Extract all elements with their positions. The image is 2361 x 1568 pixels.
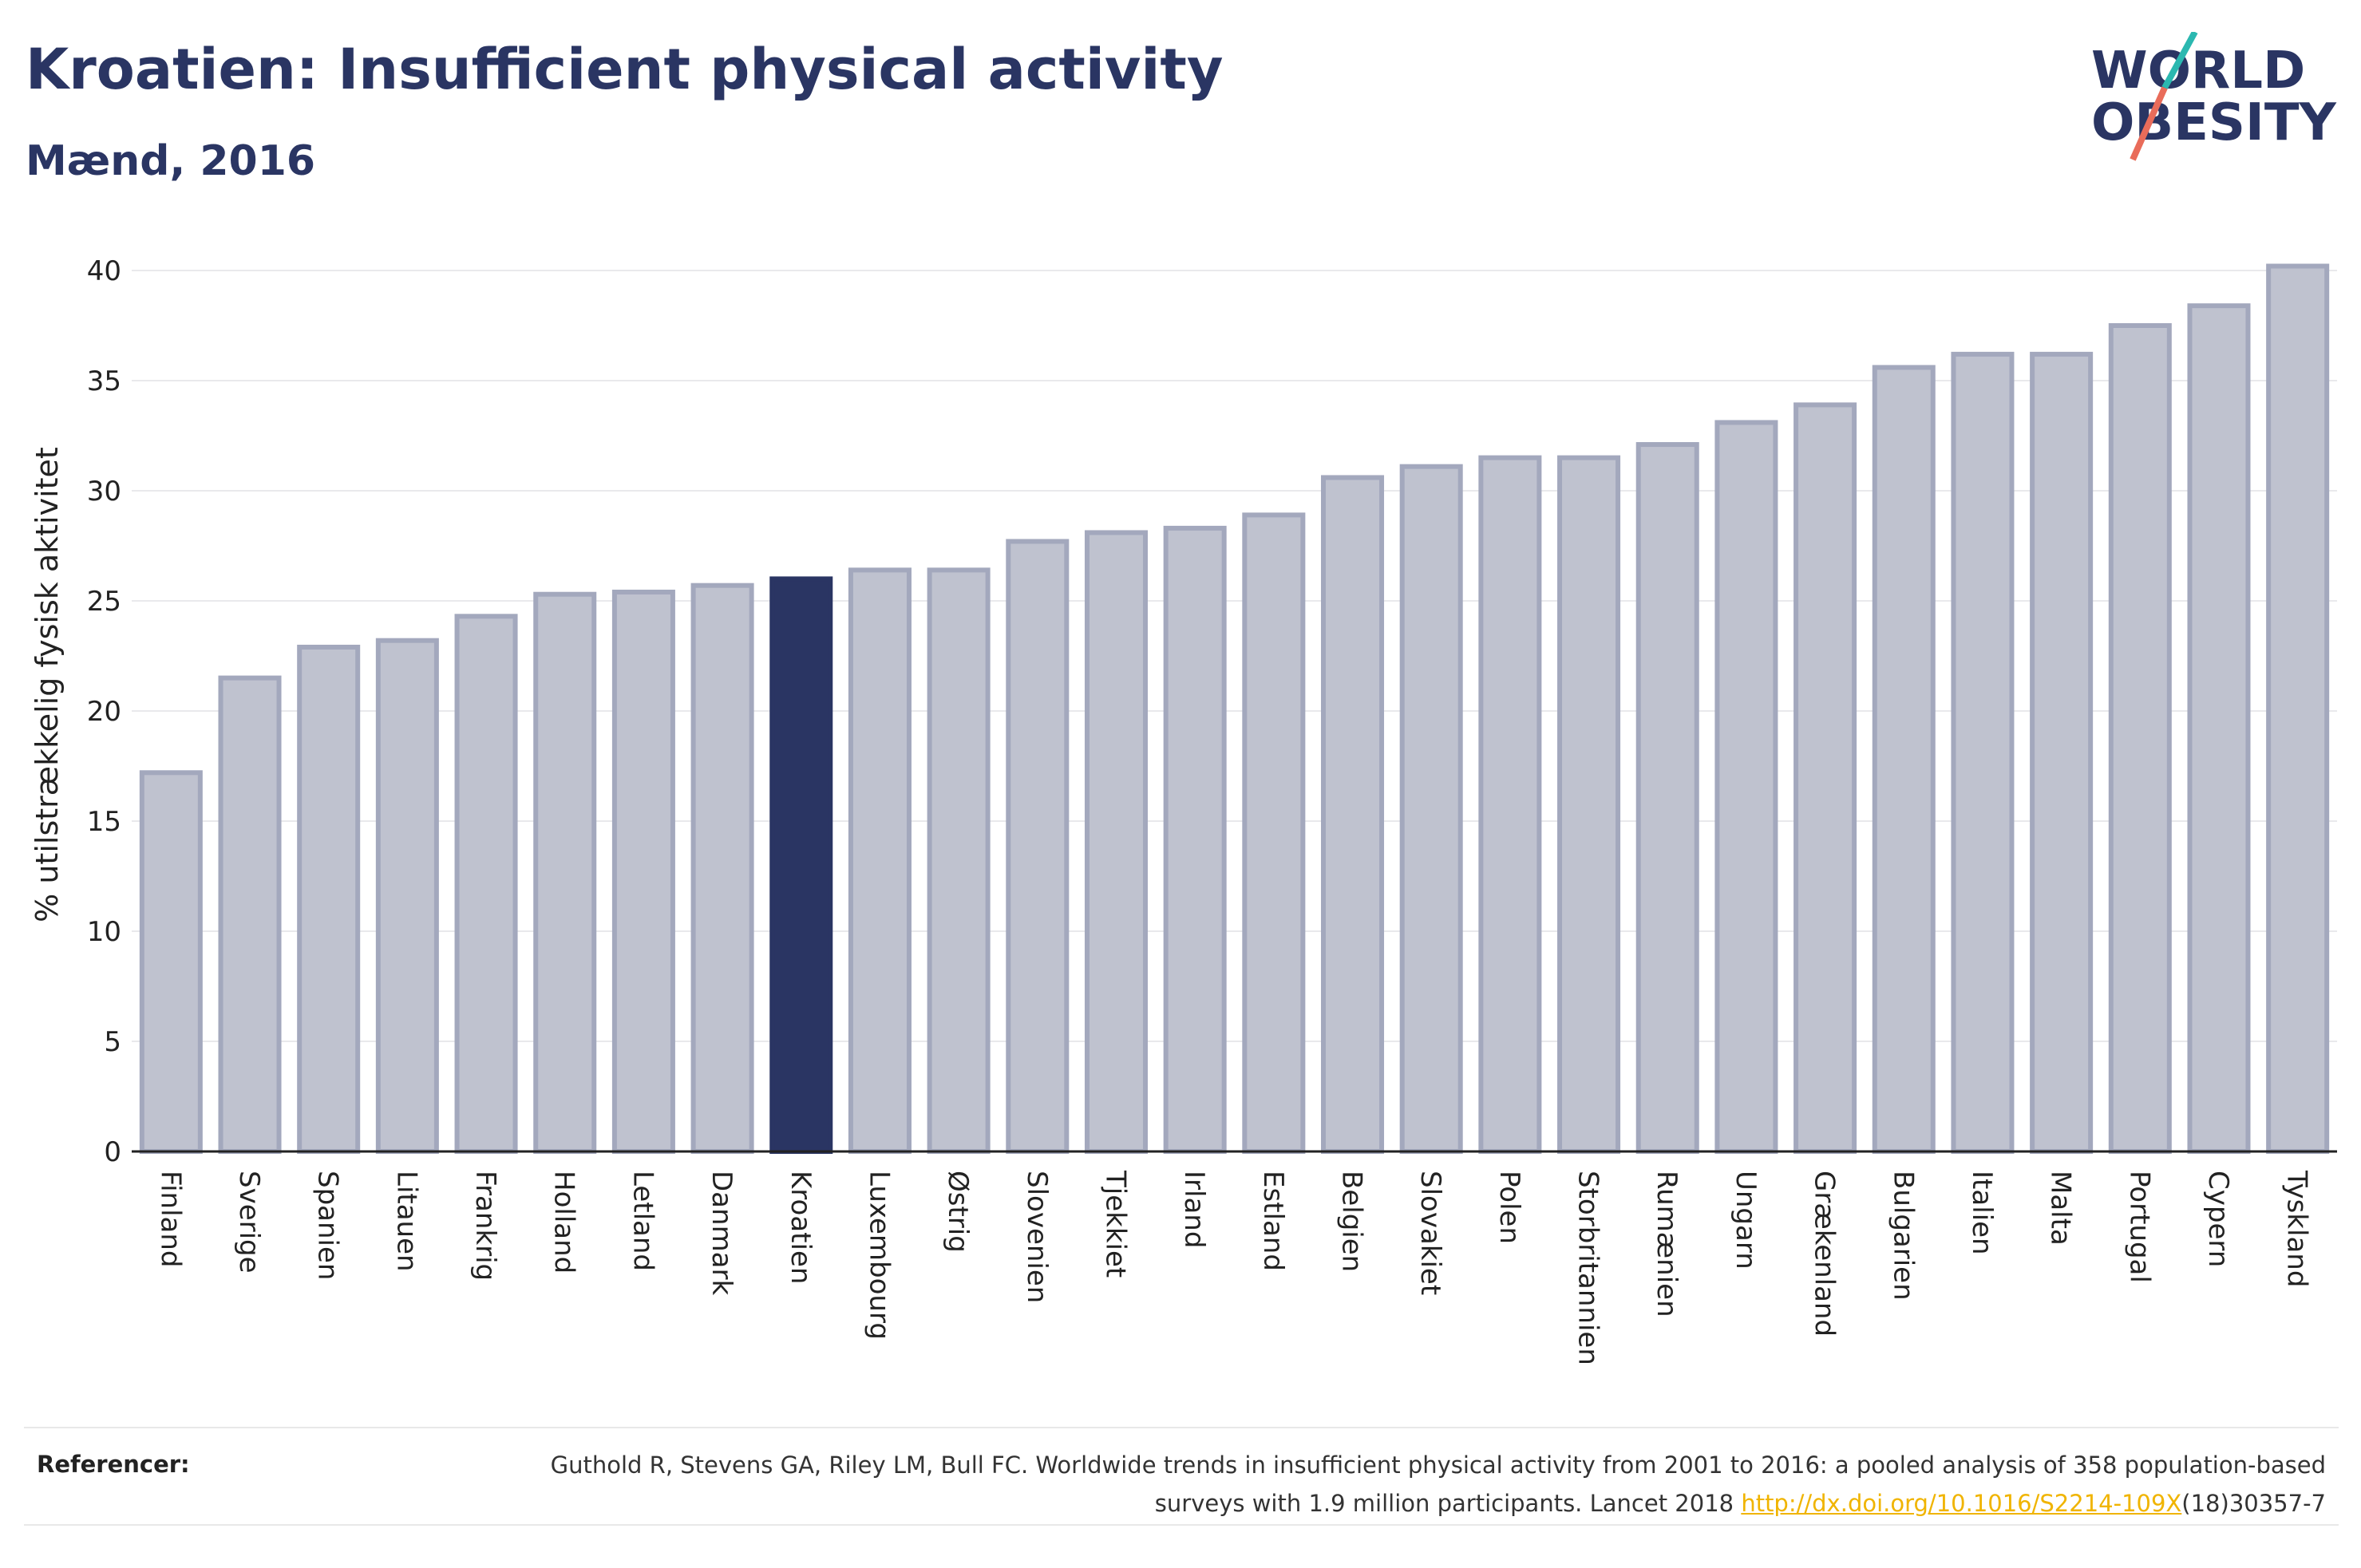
x-tick-label: Storbritannien [1572, 1171, 1604, 1365]
x-tick-label: Grækenland [1809, 1171, 1841, 1337]
y-tick-label: 35 [87, 365, 121, 397]
x-tick-label: Estland [1257, 1171, 1289, 1271]
bar-letland [611, 589, 675, 1154]
bar-danmark [690, 583, 754, 1154]
bar-belgien [1321, 475, 1385, 1154]
x-tick-label: Bulgarien [1887, 1171, 1919, 1301]
x-tick-label: Frankrig [469, 1171, 501, 1281]
y-tick-label: 10 [87, 916, 121, 948]
bar-grækenland [1793, 402, 1857, 1154]
x-tick-label: Luxembourg [863, 1171, 895, 1340]
x-tick-label: Cypern [2202, 1171, 2234, 1267]
x-tick-labels: Finland Sverige Spanien Litauen Frankrig Holl… [154, 1170, 2312, 1365]
x-tick-label: Polen [1493, 1171, 1525, 1244]
x-tick-label: Italien [1966, 1171, 1998, 1255]
x-tick-label: Irland [1178, 1171, 1210, 1248]
bar-malta [2030, 351, 2094, 1154]
references-text: Guthold R, Stevens GA, Riley LM, Bull FC… [490, 1446, 2326, 1523]
bar-storbritannien [1557, 455, 1621, 1154]
bar-sverige [218, 675, 282, 1154]
y-tick-label: 40 [87, 255, 121, 287]
bar-kroatien [769, 576, 833, 1154]
bar-portugal [2108, 323, 2172, 1154]
y-tick-label: 20 [87, 696, 121, 728]
bar-holland [533, 591, 597, 1154]
x-tick-label: Østrig [942, 1171, 974, 1253]
x-tick-label: Rumænien [1651, 1171, 1683, 1317]
logo-line1: WORLD [2091, 41, 2305, 101]
references-label: Referencer: [37, 1451, 190, 1478]
reference-citation-suffix: (18)30357-7 [2181, 1490, 2326, 1517]
x-tick-label: Portugal [2123, 1171, 2155, 1283]
bar-cypern [2187, 303, 2251, 1154]
x-tick-label: Slovakiet [1414, 1171, 1446, 1295]
x-tick-label: Holland [548, 1171, 580, 1274]
x-tick-label: Kroatien [785, 1171, 817, 1284]
y-tick-label: 0 [104, 1136, 121, 1168]
y-tick-label: 25 [87, 586, 121, 618]
reference-doi-link[interactable]: http://dx.doi.org/10.1016/S2214-109X [1741, 1490, 2182, 1517]
bar-slovakiet [1399, 464, 1463, 1154]
x-tick-label: Malta [2045, 1171, 2077, 1246]
world-obesity-logo: WORLD OBESITY [2091, 32, 2336, 161]
x-tick-label: Slovenien [1021, 1171, 1053, 1303]
bar-rumænien [1635, 442, 1699, 1154]
bar-irland [1163, 525, 1227, 1154]
bar-finland [139, 770, 203, 1155]
bar-chart: 0 5 10 15 20 25 30 35 40 Finland Sverige Spanien Li… [30, 255, 2337, 1365]
x-tick-label: Tjekkiet [1099, 1170, 1131, 1278]
x-tick-label: Litauen [390, 1171, 422, 1272]
y-tick-label: 30 [87, 476, 121, 508]
bar-tjekkiet [1084, 530, 1148, 1154]
bar-polen [1478, 455, 1542, 1154]
bar-luxembourg [848, 567, 912, 1154]
bar-spanien [297, 644, 361, 1154]
x-tick-label: Sverige [233, 1171, 265, 1274]
reference-citation: Guthold R, Stevens GA, Riley LM, Bull FC… [550, 1451, 2326, 1517]
bar-østrig [927, 567, 991, 1154]
y-axis-label: % utilstrækkelig fysisk aktivitet [30, 447, 65, 922]
bars [139, 263, 2330, 1155]
x-tick-label: Danmark [706, 1171, 738, 1295]
x-tick-label: Letland [627, 1171, 658, 1271]
x-tick-label: Finland [154, 1171, 186, 1268]
footer-divider-top [24, 1427, 2339, 1428]
logo-line2: OBESITY [2091, 93, 2336, 152]
logo-slash-teal [2161, 32, 2198, 89]
bar-litauen [375, 638, 439, 1154]
x-tick-label: Ungarn [1730, 1171, 1762, 1270]
bar-bulgarien [1872, 365, 1936, 1154]
chart-title: Kroatien: Insufficient physical activity [26, 37, 1224, 102]
x-tick-label: Spanien [312, 1171, 344, 1280]
x-tick-label: Tyskland [2281, 1170, 2313, 1287]
bar-slovenien [1006, 539, 1070, 1154]
bar-estland [1242, 512, 1306, 1154]
footer-divider-bottom [24, 1524, 2339, 1526]
bar-ungarn [1714, 420, 1778, 1154]
chart-subtitle: Mænd, 2016 [26, 137, 316, 185]
bar-italien [1951, 351, 2015, 1154]
bar-frankrig [454, 614, 518, 1154]
bar-tyskland [2266, 263, 2330, 1155]
y-tick-label: 15 [87, 806, 121, 838]
y-tick-labels: 0 5 10 15 20 25 30 35 40 [87, 255, 121, 1168]
logo-slash-coral [2130, 86, 2168, 161]
x-tick-label: Belgien [1336, 1171, 1368, 1272]
y-tick-label: 5 [104, 1026, 121, 1058]
